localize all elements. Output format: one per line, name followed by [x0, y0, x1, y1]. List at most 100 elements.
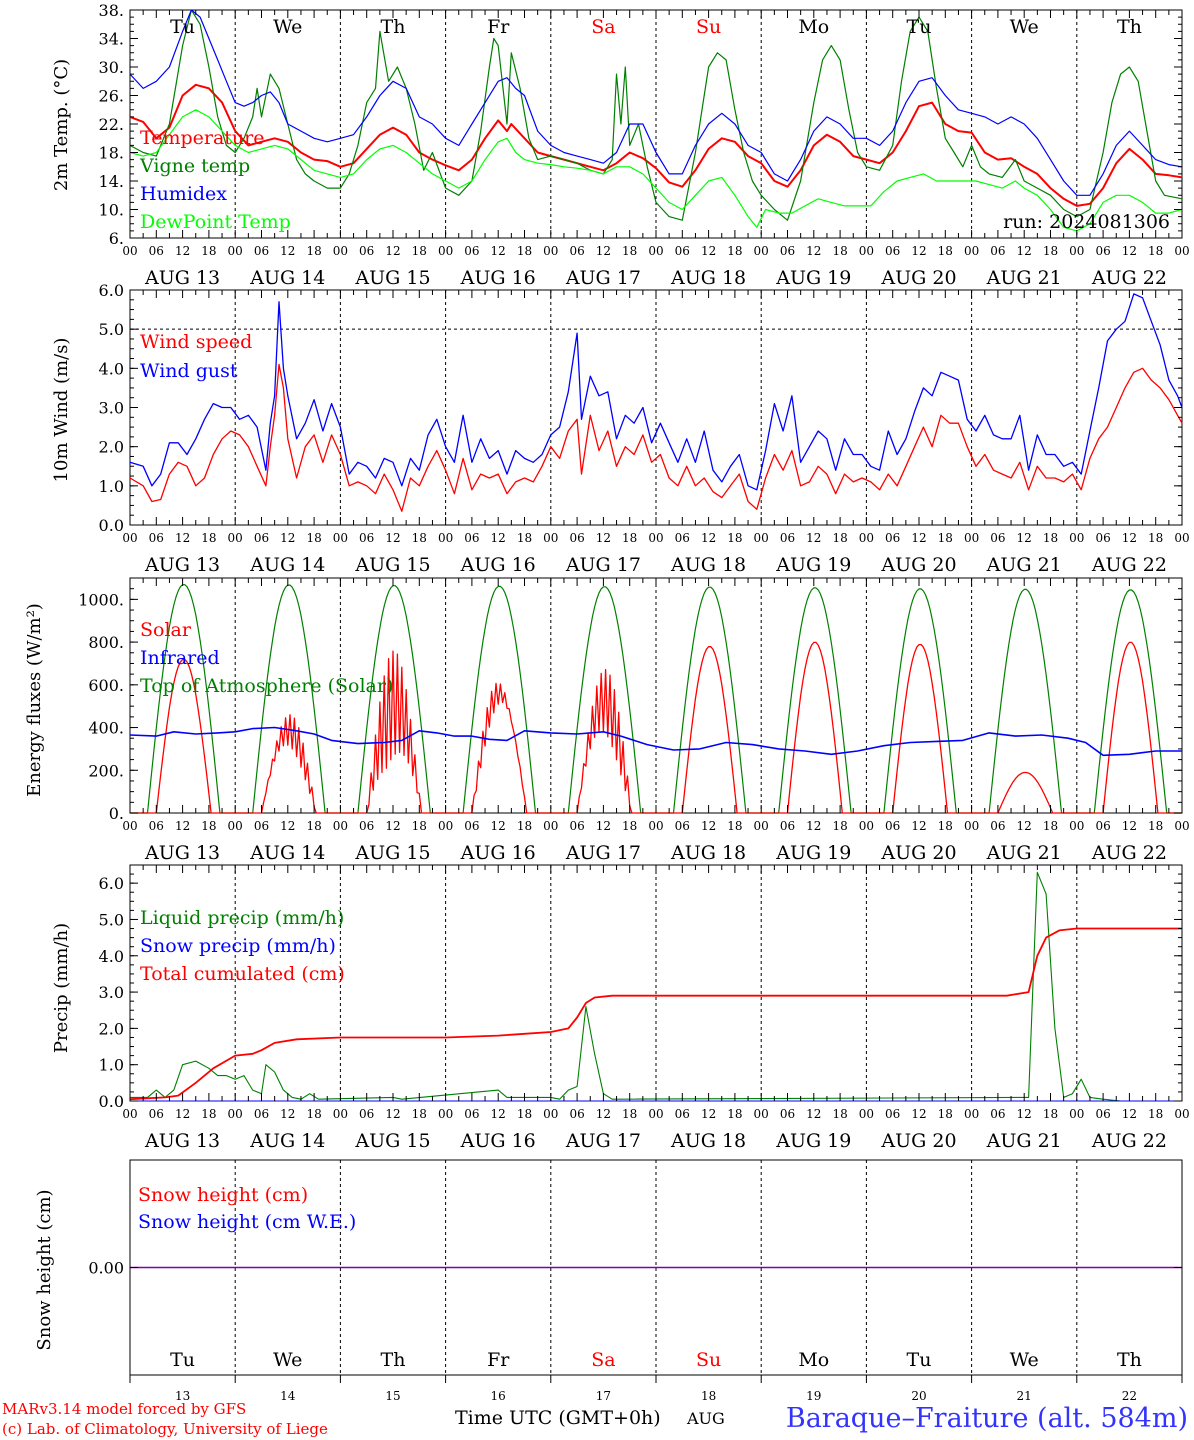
- hour-label: 00: [964, 1107, 979, 1121]
- day-number: 16: [491, 1389, 506, 1403]
- day-name-top: Su: [696, 16, 721, 38]
- day-name-bottom: Th: [381, 1349, 406, 1371]
- hour-label: 12: [701, 531, 716, 545]
- hour-label: 18: [727, 531, 742, 545]
- precip-axis-label: Precip (mm/h): [51, 923, 72, 1053]
- hour-label: 12: [491, 244, 506, 258]
- hour-label: 18: [727, 244, 742, 258]
- date-label: AUG 19: [775, 842, 851, 864]
- hour-label: 06: [464, 531, 479, 545]
- hour-label: 00: [1069, 244, 1084, 258]
- hour-label: 18: [201, 1107, 216, 1121]
- date-label: AUG 21: [986, 554, 1062, 576]
- hour-label: 06: [1095, 1107, 1110, 1121]
- hour-label: 00: [648, 244, 663, 258]
- legend-dewpoint: DewPoint Temp: [140, 211, 291, 233]
- day-name-top: Fr: [487, 16, 510, 38]
- date-label: AUG 15: [354, 267, 430, 289]
- hour-label: 12: [701, 819, 716, 833]
- hour-label: 06: [254, 1107, 269, 1121]
- day-name-bottom: We: [1010, 1349, 1039, 1371]
- series-wind-speed: [129, 363, 1183, 512]
- hour-label: 06: [675, 1107, 690, 1121]
- day-name-bottom: Fr: [487, 1349, 510, 1371]
- hour-label: 18: [727, 819, 742, 833]
- y-tick-label: 6.0: [99, 281, 124, 300]
- hour-label: 18: [832, 531, 847, 545]
- date-label: AUG 17: [565, 1130, 641, 1152]
- hour-label: 06: [885, 531, 900, 545]
- series-infrared: [129, 726, 1182, 757]
- hour-label: 12: [1122, 1107, 1137, 1121]
- hour-label: 18: [412, 819, 427, 833]
- day-name-top: Sa: [591, 16, 615, 38]
- y-tick-label: 400.: [88, 719, 124, 738]
- date-label: AUG 15: [354, 842, 430, 864]
- station-title: Baraque–Fraiture (alt. 584m): [786, 1403, 1188, 1434]
- legend-snow-height-we: Snow height (cm W.E.): [138, 1211, 356, 1233]
- hour-label: 06: [569, 531, 584, 545]
- y-tick-label: 1000.: [78, 590, 124, 609]
- date-label: AUG 18: [670, 267, 746, 289]
- hour-label: 18: [622, 819, 637, 833]
- hour-label: 18: [938, 531, 953, 545]
- hour-label: 00: [228, 531, 243, 545]
- hour-label: 18: [938, 819, 953, 833]
- hour-label: 18: [1043, 531, 1058, 545]
- y-tick-label: 5.0: [99, 910, 124, 929]
- legend-snow-precip: Snow precip (mm/h): [140, 935, 336, 957]
- legend-liquid-precip: Liquid precip (mm/h): [140, 907, 344, 929]
- hour-label: 06: [254, 244, 269, 258]
- hour-label: 12: [1017, 531, 1032, 545]
- hour-label: 00: [964, 531, 979, 545]
- hour-label: 06: [990, 244, 1005, 258]
- credit-line-1: MARv3.14 model forced by GFS: [2, 1400, 246, 1418]
- hour-label: 06: [990, 819, 1005, 833]
- hour-label: 06: [359, 819, 374, 833]
- hour-label: 00: [859, 819, 874, 833]
- hour-label: 06: [1095, 531, 1110, 545]
- hour-label: 00: [228, 819, 243, 833]
- hour-label: 00: [1174, 531, 1189, 545]
- hour-label: 12: [175, 244, 190, 258]
- hour-label: 06: [675, 244, 690, 258]
- y-tick-label: 5.0: [99, 320, 124, 339]
- hour-label: 00: [333, 531, 348, 545]
- hour-label: 18: [1148, 531, 1163, 545]
- day-number: 19: [806, 1389, 821, 1403]
- date-label: AUG 16: [460, 554, 536, 576]
- series-total-cumulated-cm-: [129, 927, 1182, 1101]
- date-label: AUG 20: [880, 842, 956, 864]
- date-label: AUG 16: [460, 842, 536, 864]
- date-label: AUG 16: [460, 267, 536, 289]
- hour-label: 06: [675, 819, 690, 833]
- hour-label: 06: [359, 1107, 374, 1121]
- hour-label: 18: [306, 531, 321, 545]
- hour-label: 00: [543, 819, 558, 833]
- hour-label: 18: [306, 244, 321, 258]
- date-label: AUG 21: [986, 842, 1062, 864]
- y-tick-label: 2.0: [99, 1019, 124, 1038]
- day-name-top: Th: [381, 16, 406, 38]
- hour-label: 12: [596, 244, 611, 258]
- hour-label: 00: [754, 819, 769, 833]
- hour-label: 06: [885, 819, 900, 833]
- y-tick-label: 4.0: [99, 359, 124, 378]
- hour-label: 18: [727, 1107, 742, 1121]
- y-tick-label: 18.: [99, 144, 124, 163]
- date-label: AUG 14: [249, 1130, 325, 1152]
- hour-label: 00: [859, 1107, 874, 1121]
- date-label: AUG 13: [144, 842, 220, 864]
- hour-label: 18: [622, 1107, 637, 1121]
- hour-label: 18: [938, 244, 953, 258]
- date-label: AUG 13: [144, 267, 220, 289]
- hour-label: 06: [254, 531, 269, 545]
- hour-label: 06: [464, 819, 479, 833]
- date-label: AUG 17: [565, 842, 641, 864]
- date-label: AUG 14: [249, 554, 325, 576]
- day-name-bottom: Su: [696, 1349, 721, 1371]
- day-name-bottom: Sa: [591, 1349, 615, 1371]
- hour-label: 18: [832, 244, 847, 258]
- legend-wind-speed: Wind speed: [140, 331, 252, 353]
